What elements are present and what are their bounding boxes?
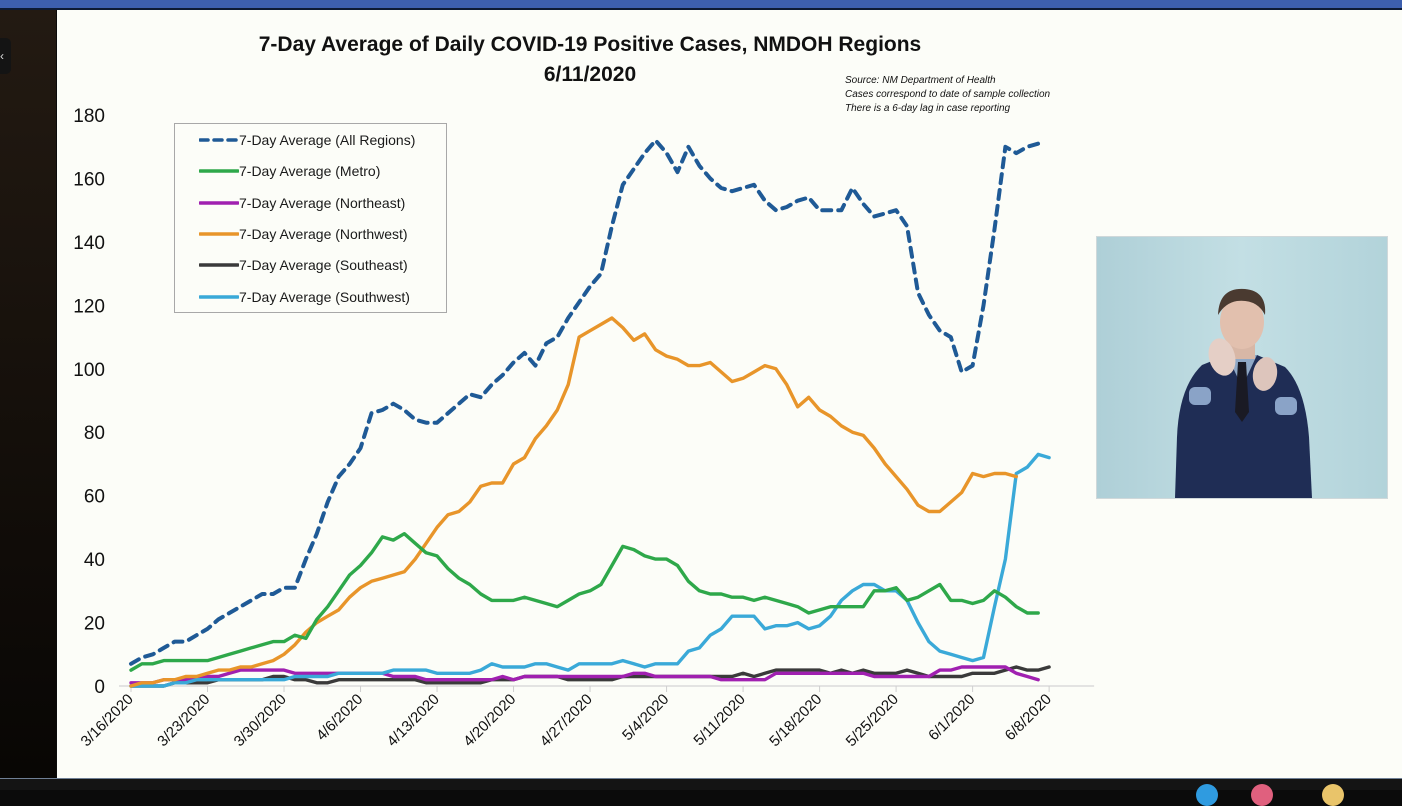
legend-label: 7-Day Average (Southwest) xyxy=(239,288,410,305)
participant-avatar[interactable] xyxy=(1322,784,1344,806)
x-tick-label: 4/6/2020 xyxy=(313,691,366,744)
x-tick-label: 3/30/2020 xyxy=(231,691,290,750)
interpreter-video-frame xyxy=(1097,237,1387,498)
chevron-left-icon: ‹ xyxy=(0,49,4,63)
y-tick-label: 80 xyxy=(84,423,105,444)
y-tick-label: 140 xyxy=(73,233,105,254)
y-tick-label: 60 xyxy=(84,487,105,508)
x-tick-label: 6/8/2020 xyxy=(1002,691,1055,744)
x-tick-label: 4/20/2020 xyxy=(460,691,519,750)
series-line-day-average-southeast xyxy=(129,665,1051,688)
legend-label: 7-Day Average (All Regions) xyxy=(239,132,416,148)
source-note-line: Source: NM Department of Health xyxy=(845,75,996,86)
y-tick-label: 180 xyxy=(73,106,105,127)
legend-swatch xyxy=(199,294,239,299)
legend-swatch xyxy=(199,138,239,142)
participant-avatar[interactable] xyxy=(1196,784,1218,806)
y-tick-label: 100 xyxy=(73,360,105,381)
chart-title: 7-Day Average of Daily COVID-19 Positive… xyxy=(180,30,1000,90)
window-top-bar xyxy=(0,0,1402,10)
legend-label: 7-Day Average (Metro) xyxy=(239,163,381,180)
x-tick-label: 5/18/2020 xyxy=(766,691,825,750)
legend-swatch xyxy=(199,263,239,267)
legend-item: 7-Day Average (Metro) xyxy=(175,161,380,181)
x-tick-label: 6/1/2020 xyxy=(925,691,978,744)
series-line-day-average-northeast xyxy=(129,665,1040,685)
source-note-line: Cases correspond to date of sample colle… xyxy=(845,89,1051,100)
y-tick-label: 160 xyxy=(73,169,105,190)
legend-swatch xyxy=(199,169,239,174)
legend-item: 7-Day Average (Northwest) xyxy=(175,224,408,244)
chart-title-line1: 7-Day Average of Daily COVID-19 Positive… xyxy=(258,33,922,56)
series-line-day-average-all-regions xyxy=(129,138,1041,666)
source-note-line: There is a 6-day lag in case reporting xyxy=(845,103,1011,114)
legend-swatch xyxy=(199,232,239,236)
y-tick-label: 20 xyxy=(84,614,105,635)
y-tick-label: 120 xyxy=(73,296,105,317)
series-line-day-average-southwest xyxy=(129,452,1051,688)
source-note: Source: NM Department of Health Cases co… xyxy=(845,74,1050,116)
x-tick-label: 5/4/2020 xyxy=(619,691,672,744)
series-line-day-average-metro xyxy=(129,532,1040,672)
interpreter-video xyxy=(1096,236,1388,499)
legend-label: 7-Day Average (Northeast) xyxy=(239,194,406,211)
y-tick-label: 0 xyxy=(94,677,105,698)
legend-item: 7-Day Average (Southwest) xyxy=(175,287,410,307)
legend-item: 7-Day Average (Northeast) xyxy=(175,193,405,213)
legend-swatch xyxy=(199,200,239,205)
chart-title-date: 6/11/2020 xyxy=(543,63,637,86)
x-tick-label: 4/13/2020 xyxy=(384,691,443,750)
legend-label: 7-Day Average (Northwest) xyxy=(239,225,408,242)
legend-item: 7-Day Average (All Regions) xyxy=(175,130,415,150)
x-tick-label: 5/11/2020 xyxy=(690,691,748,749)
person-head xyxy=(1220,295,1264,349)
x-tick-label: 3/16/2020 xyxy=(78,691,137,750)
participant-avatar[interactable] xyxy=(1251,784,1273,806)
legend-label: 7-Day Average (Southeast) xyxy=(239,257,408,274)
x-tick-label: 5/25/2020 xyxy=(843,691,902,750)
chart-legend: 7-Day Average (All Regions) 7-Day Average… xyxy=(174,123,447,313)
x-tick-label: 3/23/2020 xyxy=(154,691,213,750)
x-tick-label: 4/27/2020 xyxy=(537,691,596,750)
legend-item: 7-Day Average (Southeast) xyxy=(175,255,408,275)
presenter-side-panel: ‹ xyxy=(0,10,56,778)
taskbar xyxy=(0,778,1402,790)
side-panel-toggle-button[interactable]: ‹ xyxy=(0,38,11,74)
series-line-day-average-northwest xyxy=(129,316,1018,688)
line-chart: 0 20 40 60 80 100 120 140 160 180 3/16/2020 3/23/20… xyxy=(73,106,1095,750)
y-tick-label: 40 xyxy=(84,550,105,571)
